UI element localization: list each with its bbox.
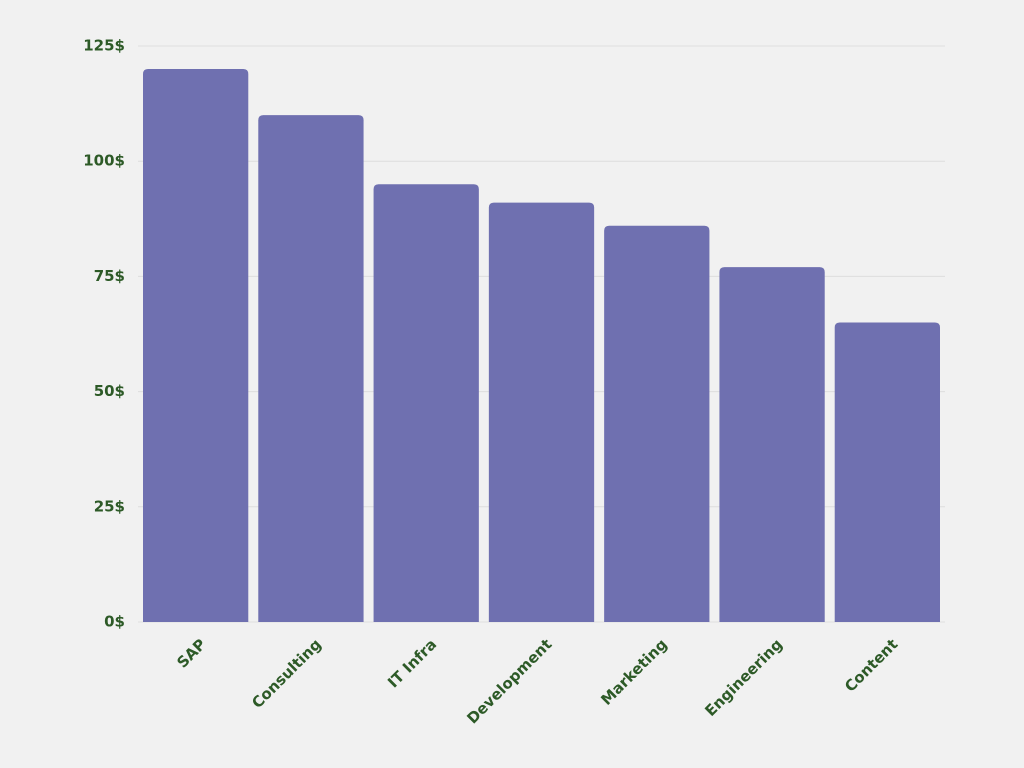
bar bbox=[834, 322, 940, 622]
y-tick-label: 0$ bbox=[104, 613, 125, 631]
bar bbox=[373, 184, 479, 623]
bar bbox=[258, 115, 364, 623]
y-tick-label: 100$ bbox=[83, 152, 125, 170]
bar bbox=[488, 202, 595, 622]
y-tick-label: 75$ bbox=[94, 267, 125, 285]
y-tick-label: 25$ bbox=[94, 497, 125, 515]
y-tick-label: 50$ bbox=[94, 382, 125, 400]
bar bbox=[143, 69, 249, 623]
bar bbox=[719, 267, 825, 622]
y-tick-label: 125$ bbox=[83, 37, 125, 55]
bar bbox=[604, 225, 710, 622]
